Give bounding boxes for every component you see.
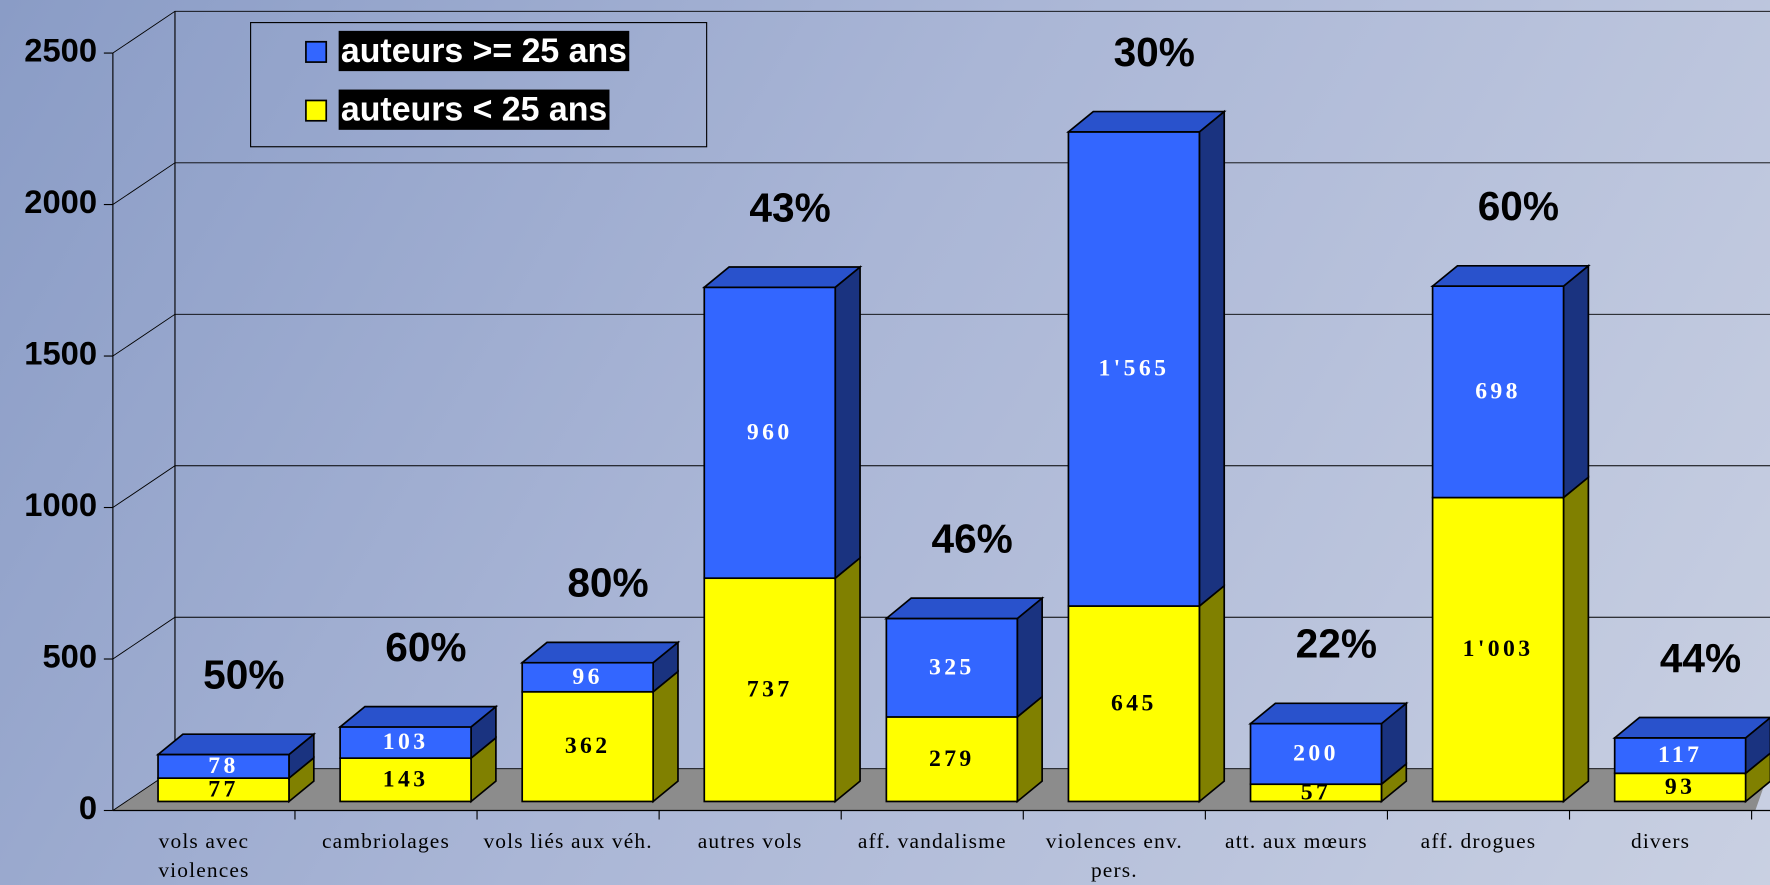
bar-side: [1562, 475, 1590, 804]
annotation: 50%: [203, 651, 284, 697]
bar-top: [1066, 110, 1227, 133]
grid-line: [112, 162, 1770, 205]
y-tick-label: 0: [79, 789, 97, 826]
x-tick-label: vols liés aux véh.: [483, 829, 653, 854]
value-label: 77: [208, 776, 238, 802]
bar-segment: [1249, 722, 1383, 786]
legend-swatch: [305, 99, 328, 122]
legend-label: auteurs >= 25 ans: [341, 32, 627, 70]
x-tick-label: aff. vandalisme: [857, 829, 1007, 854]
annotation: 60%: [385, 624, 466, 670]
grid-line: [112, 313, 1770, 357]
value-label: 96: [572, 664, 602, 690]
bar-segment: [703, 286, 837, 580]
annotation: 60%: [1478, 183, 1559, 229]
bar-side: [1562, 263, 1590, 500]
value-label: 93: [1665, 774, 1695, 800]
bar-segment: [885, 716, 1019, 803]
x-tick-label: vols avec violences: [158, 829, 250, 883]
bar-segment: [339, 757, 472, 803]
bar-segment: [339, 726, 472, 759]
bar-segment: [1431, 285, 1565, 499]
bar-side: [834, 265, 861, 580]
x-tick-label: aff. drogues: [1420, 829, 1537, 854]
annotation: 43%: [749, 184, 830, 230]
value-label: 200: [1293, 740, 1339, 766]
bar-top: [1612, 716, 1770, 739]
bar-top: [337, 705, 499, 728]
y-tick-label: 500: [42, 638, 97, 675]
value-label: 325: [929, 654, 975, 680]
grid-line: [112, 616, 1770, 660]
bar-top: [1248, 702, 1409, 725]
bar-segment: [1431, 496, 1565, 803]
annotation: 46%: [931, 515, 1012, 561]
x-tick-label: divers: [1630, 829, 1691, 854]
bar-segment: [1613, 736, 1747, 775]
y-tick-label: 1500: [24, 335, 97, 372]
bar-top: [883, 597, 1045, 620]
grid-line: [112, 465, 1770, 508]
value-label: 1'565: [1098, 356, 1169, 382]
bar-top: [519, 641, 681, 664]
value-label: 103: [383, 729, 429, 755]
x-tick-label: violences env. pers.: [1045, 829, 1183, 883]
legend-label-bg: [338, 89, 610, 130]
bar-segment: [703, 577, 837, 803]
value-label: 78: [208, 753, 238, 779]
x-tick-label: autres vols: [697, 829, 803, 854]
value-label: 1'003: [1463, 636, 1534, 662]
bar-segment: [521, 661, 654, 693]
bar-side: [834, 556, 861, 804]
bar-side: [1198, 109, 1226, 608]
value-label: 279: [929, 746, 975, 772]
annotation: 80%: [567, 560, 648, 606]
bar-top: [1430, 264, 1591, 287]
bar-segment: [885, 617, 1019, 718]
bar-side: [652, 669, 679, 804]
value-label: 362: [565, 733, 611, 759]
bar-side: [1198, 583, 1226, 804]
y-tick-label: 1000: [24, 486, 97, 523]
value-label: 143: [383, 766, 429, 792]
x-tick-label: cambriolages: [322, 829, 450, 854]
value-label: 645: [1111, 690, 1157, 716]
legend-box: [250, 22, 708, 148]
legend-label-bg: [338, 30, 630, 72]
annotation: 22%: [1296, 621, 1377, 667]
annotation: 44%: [1660, 635, 1741, 681]
bar-segment: [1613, 772, 1747, 803]
value-label: 737: [747, 676, 793, 702]
bar-segment: [1067, 605, 1201, 803]
value-label: 960: [747, 419, 793, 445]
annotation: 30%: [1114, 29, 1195, 75]
y-tick-label: 2500: [24, 32, 97, 69]
bar-top: [155, 733, 317, 756]
value-label: 698: [1475, 378, 1521, 404]
x-tick-label: att. aux mœurs: [1225, 829, 1368, 854]
grid-line: [112, 10, 1770, 54]
y-tick-label: 2000: [24, 183, 97, 220]
legend-label: auteurs < 25 ans: [341, 91, 607, 129]
value-label: 117: [1658, 742, 1702, 768]
legend-swatch: [305, 40, 328, 63]
bar-top: [701, 266, 863, 289]
